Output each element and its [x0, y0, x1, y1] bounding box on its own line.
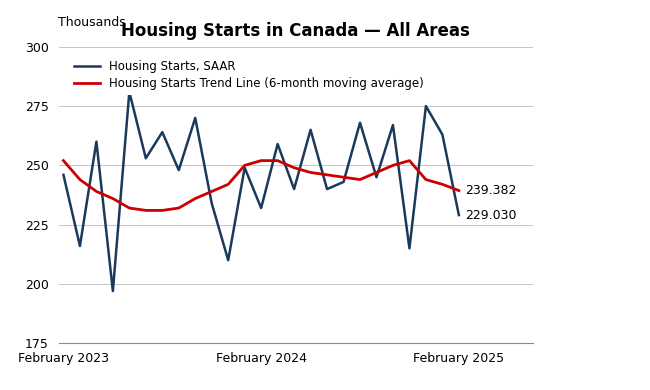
Housing Starts Trend Line (6-month moving average): [191, 196, 199, 201]
Housing Starts Trend Line (6-month moving average): [455, 188, 463, 193]
Housing Starts, SAAR: [372, 175, 380, 179]
Housing Starts, SAAR: [109, 289, 117, 293]
Housing Starts Trend Line (6-month moving average): [356, 177, 364, 182]
Housing Starts, SAAR: [208, 201, 216, 206]
Text: Thousands: Thousands: [58, 16, 126, 29]
Housing Starts, SAAR: [159, 130, 166, 135]
Housing Starts Trend Line (6-month moving average): [323, 172, 331, 177]
Housing Starts, SAAR: [191, 115, 199, 120]
Housing Starts, SAAR: [422, 104, 430, 108]
Housing Starts Trend Line (6-month moving average): [92, 189, 100, 194]
Housing Starts Trend Line (6-month moving average): [76, 177, 84, 182]
Housing Starts, SAAR: [76, 244, 84, 248]
Housing Starts Trend Line (6-month moving average): [240, 163, 248, 168]
Housing Starts Trend Line (6-month moving average): [274, 158, 281, 163]
Housing Starts, SAAR: [290, 187, 298, 191]
Housing Starts Trend Line (6-month moving average): [175, 206, 183, 210]
Housing Starts Trend Line (6-month moving average): [307, 170, 315, 175]
Line: Housing Starts, SAAR: Housing Starts, SAAR: [64, 92, 459, 291]
Housing Starts Trend Line (6-month moving average): [340, 175, 348, 179]
Housing Starts, SAAR: [92, 139, 100, 144]
Housing Starts, SAAR: [356, 121, 364, 125]
Housing Starts Trend Line (6-month moving average): [439, 182, 447, 187]
Text: 239.382: 239.382: [465, 184, 517, 197]
Legend: Housing Starts, SAAR, Housing Starts Trend Line (6-month moving average): Housing Starts, SAAR, Housing Starts Tre…: [69, 56, 429, 95]
Housing Starts, SAAR: [389, 123, 397, 128]
Housing Starts Trend Line (6-month moving average): [125, 206, 133, 210]
Housing Starts, SAAR: [175, 168, 183, 172]
Housing Starts Trend Line (6-month moving average): [109, 196, 117, 201]
Housing Starts, SAAR: [224, 258, 232, 262]
Housing Starts Trend Line (6-month moving average): [257, 158, 265, 163]
Line: Housing Starts Trend Line (6-month moving average): Housing Starts Trend Line (6-month movin…: [64, 161, 459, 211]
Housing Starts Trend Line (6-month moving average): [422, 177, 430, 182]
Housing Starts, SAAR: [455, 213, 463, 217]
Housing Starts, SAAR: [439, 132, 447, 137]
Housing Starts Trend Line (6-month moving average): [60, 158, 68, 163]
Housing Starts Trend Line (6-month moving average): [224, 182, 232, 187]
Housing Starts, SAAR: [340, 180, 348, 184]
Text: 229.030: 229.030: [465, 209, 517, 222]
Housing Starts, SAAR: [257, 206, 265, 210]
Housing Starts, SAAR: [307, 128, 315, 132]
Housing Starts Trend Line (6-month moving average): [406, 158, 413, 163]
Housing Starts Trend Line (6-month moving average): [290, 165, 298, 170]
Housing Starts Trend Line (6-month moving average): [142, 208, 150, 213]
Housing Starts, SAAR: [125, 90, 133, 94]
Housing Starts, SAAR: [60, 172, 68, 177]
Housing Starts, SAAR: [323, 187, 331, 191]
Title: Housing Starts in Canada — All Areas: Housing Starts in Canada — All Areas: [122, 22, 470, 40]
Housing Starts, SAAR: [240, 165, 248, 170]
Housing Starts, SAAR: [142, 156, 150, 161]
Housing Starts Trend Line (6-month moving average): [389, 163, 397, 168]
Housing Starts, SAAR: [274, 142, 281, 146]
Housing Starts Trend Line (6-month moving average): [208, 189, 216, 194]
Housing Starts, SAAR: [406, 246, 413, 251]
Housing Starts Trend Line (6-month moving average): [159, 208, 166, 213]
Housing Starts Trend Line (6-month moving average): [372, 170, 380, 175]
